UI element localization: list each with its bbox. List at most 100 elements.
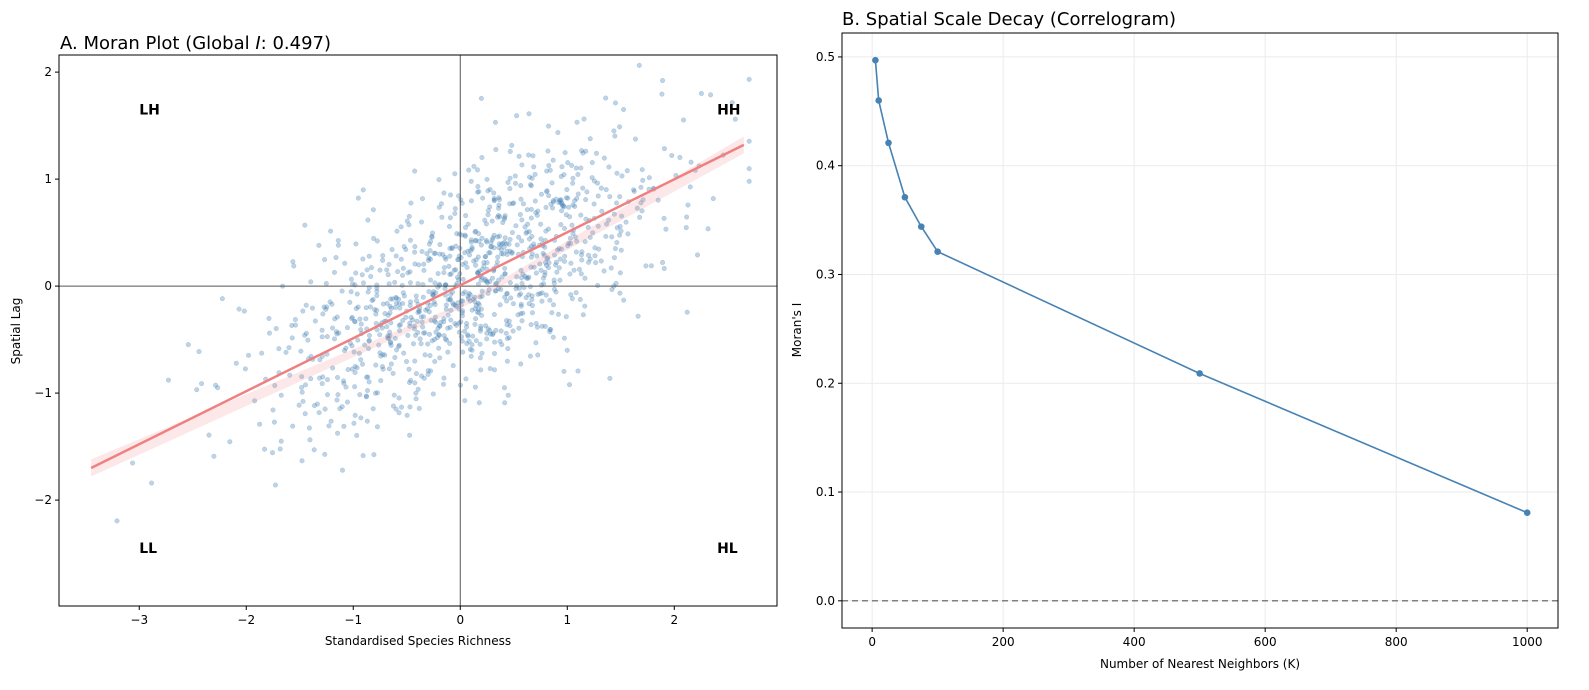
data-point xyxy=(563,314,569,320)
data-point xyxy=(360,453,366,459)
data-point xyxy=(559,203,566,209)
data-point xyxy=(591,201,597,207)
data-point xyxy=(547,327,553,333)
morans-i-marker xyxy=(885,139,892,147)
data-point xyxy=(372,390,379,396)
data-point xyxy=(353,241,359,247)
morans-i-marker xyxy=(872,56,879,64)
data-point xyxy=(421,330,427,336)
data-point xyxy=(413,293,419,299)
data-point xyxy=(436,281,443,287)
data-point xyxy=(382,310,388,317)
data-point xyxy=(490,331,496,338)
data-point xyxy=(358,327,364,333)
data-point xyxy=(391,392,397,398)
data-point xyxy=(328,228,334,234)
data-point xyxy=(544,188,550,194)
data-point xyxy=(469,244,475,250)
data-point xyxy=(531,264,537,270)
data-point xyxy=(206,432,212,438)
data-point xyxy=(270,407,276,413)
data-point xyxy=(498,242,504,248)
data-point xyxy=(519,275,525,281)
data-point xyxy=(617,290,623,296)
data-point xyxy=(352,412,358,418)
data-point xyxy=(353,270,359,276)
data-point xyxy=(496,233,503,239)
data-point xyxy=(447,297,453,303)
data-point xyxy=(473,338,479,344)
data-point xyxy=(583,148,589,154)
data-point xyxy=(502,235,508,241)
data-point xyxy=(393,253,399,259)
data-point xyxy=(685,202,691,208)
data-point xyxy=(407,299,414,305)
data-point xyxy=(436,345,442,351)
data-point xyxy=(343,345,349,351)
data-point xyxy=(556,265,562,271)
data-point xyxy=(582,275,588,281)
data-point xyxy=(500,251,506,257)
data-point xyxy=(557,256,563,262)
data-point xyxy=(504,290,510,297)
data-point xyxy=(488,244,495,250)
data-point xyxy=(412,244,418,250)
data-point xyxy=(548,201,554,207)
data-point xyxy=(305,337,311,343)
data-point xyxy=(339,467,346,473)
data-point xyxy=(564,347,570,353)
data-point xyxy=(335,242,341,248)
y-tick-label: 0 xyxy=(44,279,52,293)
data-point xyxy=(448,317,454,323)
data-point xyxy=(537,291,543,297)
data-point xyxy=(573,165,579,171)
data-point xyxy=(477,355,483,361)
data-point xyxy=(583,216,589,222)
data-point xyxy=(601,268,607,274)
data-point xyxy=(198,381,205,387)
data-point xyxy=(463,260,469,266)
data-point xyxy=(487,204,493,210)
data-point xyxy=(302,411,308,417)
data-point xyxy=(561,225,568,232)
data-point xyxy=(472,294,478,300)
data-point xyxy=(639,208,645,214)
data-point xyxy=(289,322,295,329)
data-point xyxy=(512,173,518,179)
data-point xyxy=(520,201,527,207)
data-point xyxy=(386,335,392,342)
data-point xyxy=(510,301,516,307)
data-point xyxy=(506,335,512,341)
data-point xyxy=(482,278,488,284)
data-point xyxy=(510,201,516,207)
data-point xyxy=(493,146,499,153)
data-point xyxy=(557,277,563,283)
data-point xyxy=(475,300,481,306)
data-point xyxy=(396,395,402,401)
data-point xyxy=(595,193,601,199)
data-point xyxy=(412,261,418,267)
data-point xyxy=(388,305,394,311)
data-point xyxy=(632,136,639,142)
data-point xyxy=(386,366,392,372)
data-point xyxy=(390,370,396,376)
morans-i-marker xyxy=(934,248,941,255)
data-point xyxy=(413,396,419,402)
data-point xyxy=(655,197,661,203)
data-point xyxy=(496,197,503,203)
axes-frame xyxy=(841,32,1559,629)
data-point xyxy=(746,138,752,144)
data-point xyxy=(563,41,568,46)
data-point xyxy=(595,223,601,229)
data-point xyxy=(354,291,360,297)
data-point xyxy=(290,259,296,265)
data-point xyxy=(462,233,468,239)
data-point xyxy=(469,307,475,313)
data-point xyxy=(513,223,519,229)
data-point xyxy=(344,325,351,331)
data-point xyxy=(563,195,569,201)
data-point xyxy=(322,406,328,412)
data-point xyxy=(487,279,493,285)
data-point xyxy=(467,292,473,298)
